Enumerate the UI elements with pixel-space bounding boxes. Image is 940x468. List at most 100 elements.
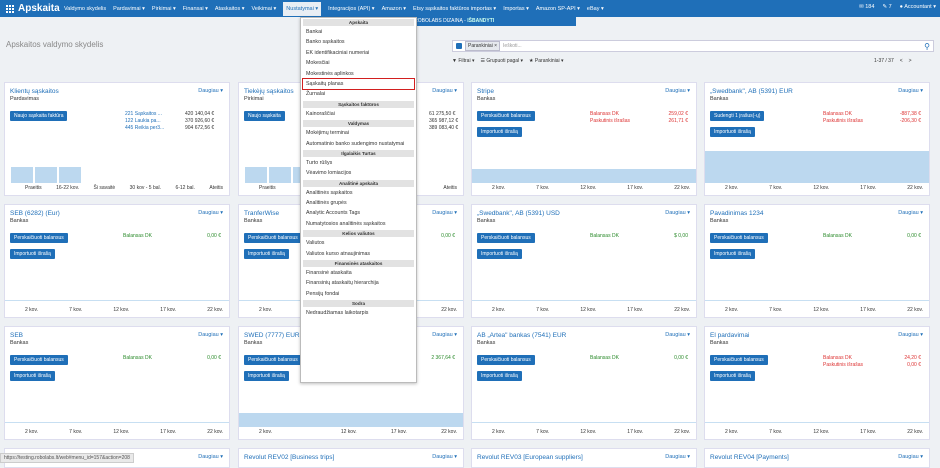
import-statement-button[interactable]: Importuoti išrašą xyxy=(477,371,522,381)
nav-item-6[interactable]: Nustatymai ▾ xyxy=(283,1,322,16)
menu-item[interactable]: EK identifikaciniai numeriai xyxy=(306,49,370,56)
card-title[interactable]: SWED (7777) EUR xyxy=(244,332,300,339)
menu-item[interactable]: Automatinio banko sudengimo nustatymai xyxy=(306,140,405,147)
import-statement-button[interactable]: Importuoti išrašą xyxy=(710,371,755,381)
import-statement-button[interactable]: Importuoti išrašą xyxy=(477,249,522,259)
card-title[interactable]: „Swedbank", AB (5391) USD xyxy=(477,210,560,217)
card-title[interactable]: AB „Artea" bankas (7541) EUR xyxy=(477,332,567,339)
import-statement-button[interactable]: Importuoti išrašą xyxy=(477,127,522,137)
card-more-dropdown[interactable]: Daugiau ▾ xyxy=(665,332,690,338)
nav-item-0[interactable]: Valdymo skydelis xyxy=(64,5,107,12)
nav-item-3[interactable]: Finansai ▾ xyxy=(182,5,208,12)
menu-item[interactable]: Mokėjimų terminai xyxy=(306,130,349,137)
notifications-icon[interactable]: ✉ 184 xyxy=(859,4,875,10)
menu-item[interactable]: Pensijų fondai xyxy=(306,290,340,297)
menu-item[interactable]: Numatytosios analitinės sąskaitos xyxy=(306,220,386,227)
banner-link[interactable]: IŠBANDYTI xyxy=(467,18,495,24)
favorites-chip[interactable]: Parankiniai × xyxy=(465,41,501,51)
primary-action-button[interactable]: Perskaičiuoti balansus xyxy=(710,233,768,243)
summary-label[interactable]: 445 Reikia per3... xyxy=(125,125,165,131)
menu-item[interactable]: Valiutos xyxy=(306,240,325,247)
menu-item[interactable]: Žurnalai xyxy=(306,91,326,98)
card-title[interactable]: Stripe xyxy=(477,88,494,95)
pager-prev-button[interactable]: < xyxy=(899,58,903,64)
nav-item-9[interactable]: Etsy sąskaitos faktūros importas ▾ xyxy=(413,5,497,12)
card-more-dropdown[interactable]: Daugiau ▾ xyxy=(898,332,923,338)
primary-action-button[interactable]: Naujo sąskaita faktūra xyxy=(10,111,68,121)
menu-item[interactable]: Sąskaitų planas xyxy=(302,77,415,91)
summary-row[interactable]: 389 083,40 € xyxy=(389,125,458,132)
summary-label[interactable]: 221 Sąskaitos ... xyxy=(125,111,162,117)
card-more-dropdown[interactable]: Daugiau ▾ xyxy=(665,454,690,460)
card-title[interactable]: Revolut REV02 [Business trips] xyxy=(244,454,335,461)
import-statement-button[interactable]: Importuoti išrašą xyxy=(710,249,755,259)
summary-label[interactable]: 122 Laukia pa... xyxy=(125,118,161,124)
card-more-dropdown[interactable]: Daugiau ▾ xyxy=(198,332,223,338)
card-more-dropdown[interactable]: Daugiau ▾ xyxy=(198,210,223,216)
nav-item-7[interactable]: Integracijos (API) ▾ xyxy=(328,5,375,12)
menu-item[interactable]: Vėavimo lomiacijos xyxy=(306,170,352,177)
summary-row[interactable]: 445 Reikia per3... 904 672,56 € xyxy=(125,125,214,132)
primary-action-button[interactable]: Perskaičiuoti balansus xyxy=(477,355,535,365)
primary-action-button[interactable]: Sudengti 1 įrašus(-ų) xyxy=(710,111,765,121)
menu-item[interactable]: Kainoraščiai xyxy=(306,110,335,117)
account-menu[interactable]: ● Accountant ▾ xyxy=(899,4,936,10)
primary-action-button[interactable]: Naujo sąskaita xyxy=(244,111,285,121)
card-title[interactable]: „Swedbank", AB (5391) EUR xyxy=(710,88,793,95)
card-more-dropdown[interactable]: Daugiau ▾ xyxy=(432,454,457,460)
primary-action-button[interactable]: Perskaičiuoti balansus xyxy=(244,233,302,243)
menu-item[interactable]: Analitinės sąskaitos xyxy=(306,189,353,196)
summary-row[interactable]: 365 987,12 € xyxy=(389,118,458,125)
card-title[interactable]: SEB (6282) (Eur) xyxy=(10,210,60,217)
pager-next-button[interactable]: > xyxy=(908,58,912,64)
search-icon[interactable]: ⚲ xyxy=(924,42,930,51)
card-more-dropdown[interactable]: Daugiau ▾ xyxy=(665,210,690,216)
summary-row[interactable]: 122 Laukia pa... 370 926,60 € xyxy=(125,118,214,125)
nav-item-1[interactable]: Pardavimai ▾ xyxy=(113,5,145,12)
nav-item-5[interactable]: Veikimai ▾ xyxy=(251,5,277,12)
menu-item[interactable]: Mokesčiai xyxy=(306,60,330,67)
nav-item-12[interactable]: eBay ▾ xyxy=(586,5,604,12)
nav-item-10[interactable]: Importas ▾ xyxy=(503,5,529,12)
apps-grid-icon[interactable] xyxy=(6,4,14,13)
search-bar[interactable]: Parankiniai × Ieškoti... ⚲ xyxy=(452,40,934,52)
nav-item-2[interactable]: Pirkimai ▾ xyxy=(151,5,176,12)
card-more-dropdown[interactable]: Daugiau ▾ xyxy=(898,88,923,94)
card-more-dropdown[interactable]: Daugiau ▾ xyxy=(898,454,923,460)
import-statement-button[interactable]: Importuoti išrašą xyxy=(710,127,755,137)
card-title[interactable]: El pardavimai xyxy=(710,332,750,339)
card-more-dropdown[interactable]: Daugiau ▾ xyxy=(665,88,690,94)
menu-item[interactable]: Nedraudžiamas laikotarpis xyxy=(306,310,369,317)
primary-action-button[interactable]: Perskaičiuoti balansus xyxy=(477,111,535,121)
primary-action-button[interactable]: Perskaičiuoti balansus xyxy=(477,233,535,243)
summary-row[interactable]: 61 275,50 € xyxy=(389,111,458,118)
card-title[interactable]: TranferWise xyxy=(244,210,280,217)
filters-button[interactable]: ▼ Filtrai ▾ xyxy=(452,58,475,64)
nav-item-8[interactable]: Amazon ▾ xyxy=(381,5,407,12)
primary-action-button[interactable]: Perskaičiuoti balansus xyxy=(10,233,68,243)
card-more-dropdown[interactable]: Daugiau ▾ xyxy=(432,88,457,94)
import-statement-button[interactable]: Importuoti išrašą xyxy=(244,371,289,381)
card-more-dropdown[interactable]: Daugiau ▾ xyxy=(198,88,223,94)
card-title[interactable]: Revolut REV04 [Payments] xyxy=(710,454,789,461)
menu-item[interactable]: Analitinės grupės xyxy=(306,200,347,207)
group-by-button[interactable]: ☰ Grupuoti pagal ▾ xyxy=(480,58,524,64)
card-title[interactable]: Revolut REV03 [European suppliers] xyxy=(477,454,583,461)
menu-item[interactable]: Valiutos kurso atnaujinimas xyxy=(306,250,371,257)
menu-item[interactable]: Analytic Accounts Tags xyxy=(306,210,361,217)
card-more-dropdown[interactable]: Daugiau ▾ xyxy=(198,454,223,460)
card-more-dropdown[interactable]: Daugiau ▾ xyxy=(432,332,457,338)
card-title[interactable]: SEB xyxy=(10,332,24,339)
search-input[interactable]: Ieškoti... xyxy=(503,43,522,49)
menu-item[interactable]: Bankai xyxy=(306,29,323,35)
card-more-dropdown[interactable]: Daugiau ▾ xyxy=(432,210,457,216)
menu-item[interactable]: Finansinių ataskaitų hierarchija xyxy=(306,280,379,287)
card-title[interactable]: Klientų sąskaitos xyxy=(10,88,59,95)
menu-item[interactable]: Banko sąskaitos xyxy=(306,39,345,46)
primary-action-button[interactable]: Perskaičiuoti balansus xyxy=(10,355,68,365)
menu-item[interactable]: Turto rūšys xyxy=(306,159,333,166)
primary-action-button[interactable]: Perskaičiuoti balansus xyxy=(710,355,768,365)
card-title[interactable]: Tiekėjų sąskaitos xyxy=(244,88,294,95)
import-statement-button[interactable]: Importuoti išrašą xyxy=(10,371,55,381)
import-statement-button[interactable]: Importuoti išrašą xyxy=(244,249,289,259)
